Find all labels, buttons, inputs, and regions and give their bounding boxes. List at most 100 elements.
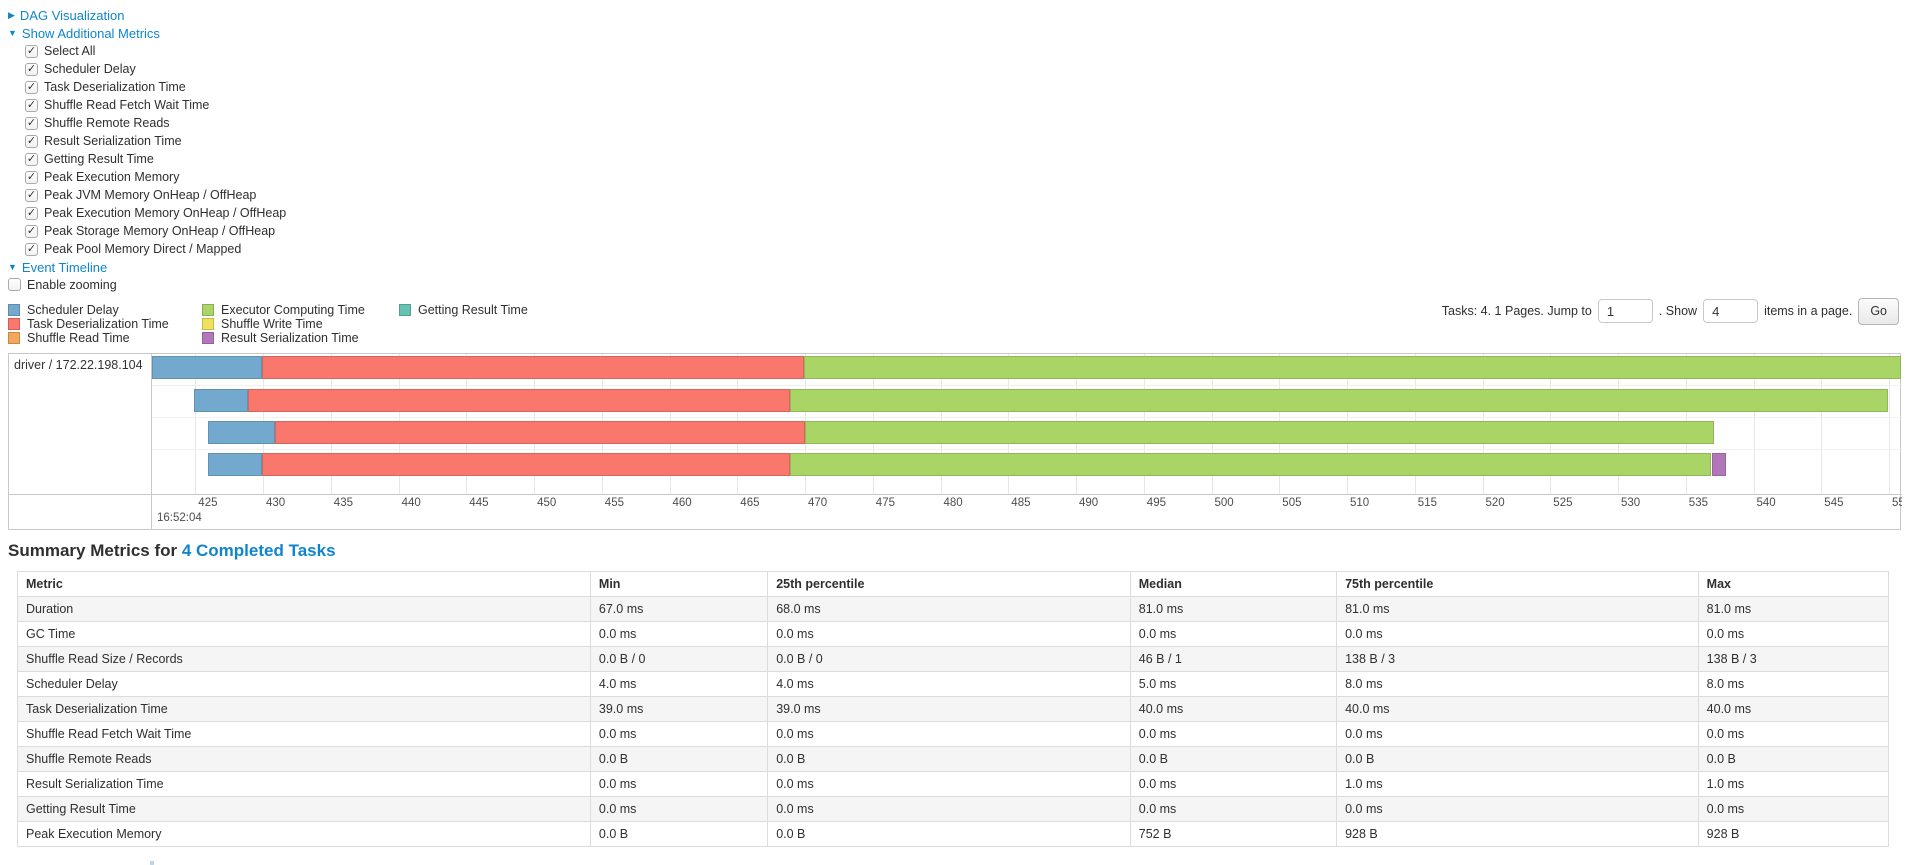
axis-tick-label: 470 <box>808 497 828 509</box>
checkbox[interactable]: ✓ <box>25 188 38 202</box>
event-timeline-label: Event Timeline <box>21 259 108 275</box>
task-bar-segment[interactable] <box>207 421 276 444</box>
timeline-legend: Scheduler Delay Task Deserialization Time… <box>8 303 528 345</box>
checkbox-label: Select All <box>44 44 96 58</box>
legend-swatch <box>202 318 214 330</box>
task-bar-segment[interactable] <box>152 356 262 379</box>
column-header: Metric <box>17 571 591 597</box>
legend-label: Shuffle Write Time <box>221 317 323 331</box>
axis-tick-label: 525 <box>1553 497 1573 509</box>
table-row: Scheduler Delay 4.0 ms 4.0 ms 5.0 ms 8.0 ms 8… <box>17 671 1890 697</box>
legend-swatch <box>202 332 214 344</box>
legend-item: Shuffle Write Time <box>202 317 399 331</box>
table-cell: 752 B <box>1129 821 1338 847</box>
axis-tick-label: 530 <box>1621 497 1641 509</box>
table-cell: 0.0 B <box>767 821 1131 847</box>
items-per-page-input[interactable] <box>1703 299 1759 323</box>
table-cell: 0.0 ms <box>767 721 1131 747</box>
checkbox[interactable]: ✓ <box>25 44 38 58</box>
axis-tick-label: 520 <box>1485 497 1505 509</box>
timeline-plot: 425 430 435 440 445 450 455 460 465 470 475 480 485 4… <box>152 354 1902 529</box>
task-bar-segment[interactable] <box>261 356 804 379</box>
axis-tick-label: 480 <box>943 497 963 509</box>
row-separator <box>152 449 1902 450</box>
table-cell: 4.0 ms <box>767 671 1131 697</box>
chevron-down-icon: ▼ <box>8 261 17 272</box>
legend-item: Executor Computing Time <box>202 303 399 317</box>
table-body: Duration 67.0 ms 68.0 ms 81.0 ms 81.0 ms 81.0… <box>17 596 1890 847</box>
task-bar-segment[interactable] <box>261 453 791 476</box>
table-cell: 0.0 ms <box>589 796 769 822</box>
task-bar-segment[interactable] <box>275 421 805 444</box>
legend-swatch <box>202 304 214 316</box>
checkbox[interactable]: ✓ <box>25 62 38 76</box>
checkbox[interactable]: ✓ <box>25 224 38 238</box>
checkbox-label: Getting Result Time <box>44 152 154 166</box>
show-additional-metrics-label: Show Additional Metrics <box>21 25 160 41</box>
task-bar-segment[interactable] <box>248 389 791 412</box>
table-cell: 928 B <box>1336 821 1699 847</box>
checkbox[interactable]: ✓ <box>25 206 38 220</box>
task-bar-segment[interactable] <box>803 356 1901 379</box>
checkbox[interactable]: ✓ <box>25 98 38 112</box>
table-cell: 0.0 B <box>1336 746 1699 772</box>
metric-checkbox-item: ✓ Peak Execution Memory OnHeap / OffHeap <box>8 204 286 222</box>
task-bar-segment[interactable] <box>193 389 249 412</box>
axis-tick-label: 430 <box>266 497 286 509</box>
show-additional-metrics-toggle[interactable]: ▼ Show Additional Metrics <box>8 24 286 42</box>
checkbox[interactable]: ✓ <box>25 134 38 148</box>
table-cell: Shuffle Read Size / Records <box>17 646 591 672</box>
table-cell: 0.0 ms <box>767 796 1131 822</box>
axis-gridline <box>1889 354 1890 494</box>
jump-to-page-input[interactable] <box>1597 299 1653 323</box>
table-cell: 0.0 ms <box>1336 721 1699 747</box>
checkbox[interactable]: ✓ <box>25 170 38 184</box>
metric-checkbox-item: ✓ Peak JVM Memory OnHeap / OffHeap <box>8 186 286 204</box>
checkbox-label: Shuffle Remote Reads <box>44 116 170 130</box>
summary-metrics-title: Summary Metrics for 4 Completed Tasks <box>8 541 336 561</box>
enable-zooming-checkbox[interactable] <box>8 278 21 291</box>
checkbox[interactable]: ✓ <box>25 116 38 130</box>
table-cell: GC Time <box>17 621 591 647</box>
axis-tick-label: 440 <box>401 497 421 509</box>
table-cell: 8.0 ms <box>1697 671 1890 697</box>
checkbox-label: Peak JVM Memory OnHeap / OffHeap <box>44 188 257 202</box>
table-row: GC Time 0.0 ms 0.0 ms 0.0 ms 0.0 ms 0.0 ms <box>17 621 1890 647</box>
task-bar-segment[interactable] <box>790 453 1712 476</box>
table-cell: 8.0 ms <box>1336 671 1699 697</box>
column-header: Max <box>1697 571 1890 597</box>
legend-label: Shuffle Read Time <box>27 331 130 345</box>
table-cell: 928 B <box>1697 821 1890 847</box>
axis-tick-label: 490 <box>1079 497 1099 509</box>
checkbox[interactable]: ✓ <box>25 80 38 94</box>
chevron-down-icon: ▼ <box>8 27 17 38</box>
legend-swatch <box>8 318 20 330</box>
metric-checkbox-item: ✓ Result Serialization Time <box>8 132 286 150</box>
table-cell: 67.0 ms <box>589 596 769 622</box>
legend-column: Getting Result Time <box>399 303 528 345</box>
checkbox[interactable]: ✓ <box>25 242 38 256</box>
task-bar-segment[interactable] <box>790 389 1888 412</box>
event-timeline-toggle[interactable]: ▼ Event Timeline <box>8 258 286 276</box>
table-cell: 0.0 ms <box>1129 721 1338 747</box>
checkbox[interactable]: ✓ <box>25 152 38 166</box>
checkbox-label: Shuffle Read Fetch Wait Time <box>44 98 210 112</box>
task-bar-segment[interactable] <box>805 421 1715 444</box>
stage-controls: ▶ DAG Visualization ▼ Show Additional Me… <box>8 6 286 293</box>
table-cell: 0.0 B / 0 <box>767 646 1131 672</box>
metric-checkbox-item: ✓ Peak Pool Memory Direct / Mapped <box>8 240 286 258</box>
table-cell: 40.0 ms <box>1129 696 1338 722</box>
task-bar-segment[interactable] <box>207 453 262 476</box>
axis-tick-label: 550 <box>1892 497 1902 509</box>
axis-tick-label: 475 <box>875 497 895 509</box>
task-bar-segment[interactable] <box>1711 453 1727 476</box>
table-cell: 0.0 ms <box>589 621 769 647</box>
metric-checkbox-item: ✓ Select All <box>8 42 286 60</box>
checkbox-label: Scheduler Delay <box>44 62 136 76</box>
completed-tasks-link[interactable]: 4 Completed Tasks <box>181 541 336 560</box>
dag-visualization-toggle[interactable]: ▶ DAG Visualization <box>8 6 286 24</box>
axis-tick-label: 460 <box>672 497 692 509</box>
go-button[interactable]: Go <box>1858 297 1899 325</box>
checkbox-label: Peak Execution Memory OnHeap / OffHeap <box>44 206 287 220</box>
axis-gridline <box>1753 354 1755 494</box>
